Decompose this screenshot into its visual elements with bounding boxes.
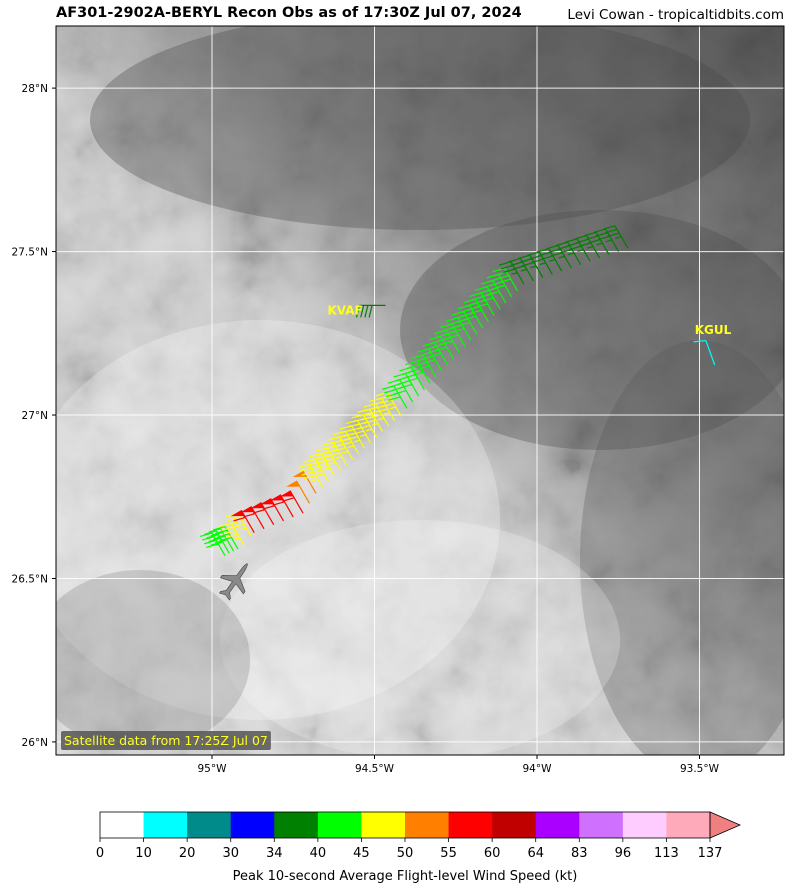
lon-tick-label: 93.5°W xyxy=(680,763,720,775)
wind-barb xyxy=(219,522,246,547)
colorbar-tick-label: 64 xyxy=(527,846,544,861)
colorbar-segment xyxy=(535,812,580,838)
wind-speed-colorbar: 0 10 20 30 34 40 45 50 55 60 64 83 96 113 137 xyxy=(96,811,742,861)
colorbar-tick-label: 83 xyxy=(571,846,588,861)
colorbar-segment xyxy=(622,812,667,838)
colorbar-tick-label: 55 xyxy=(440,846,457,861)
colorbar-segment xyxy=(187,812,232,838)
station-kgul[interactable]: KGUL xyxy=(693,323,732,366)
satellite-timestamp-label: Satellite data from 17:25Z Jul 07 xyxy=(64,733,268,748)
wind-barb xyxy=(286,480,311,504)
colorbar-tick-label: 20 xyxy=(179,846,196,861)
colorbar-segment xyxy=(666,812,711,838)
lat-tick-label: 28°N xyxy=(22,83,48,95)
colorbar-segment xyxy=(274,812,319,838)
aircraft-icon xyxy=(219,563,248,601)
colorbar-tick-label: 0 xyxy=(96,846,104,861)
wind-barb xyxy=(199,532,226,556)
wind-barb xyxy=(208,528,235,552)
colorbar-tick-label: 113 xyxy=(654,846,679,861)
colorbar-tick-label: 50 xyxy=(397,846,414,861)
colorbar-title: Peak 10-second Average Flight-level Wind… xyxy=(233,869,578,884)
colorbar-segment xyxy=(317,812,362,838)
colorbar-segment xyxy=(492,812,537,838)
station-wind-barb xyxy=(355,304,386,318)
station-kvaf[interactable]: KVAF xyxy=(328,303,386,318)
lon-tick-label: 94.5°W xyxy=(355,763,395,775)
colorbar-segment xyxy=(405,812,450,838)
colorbar-tick-label: 10 xyxy=(135,846,152,861)
author-credit: Levi Cowan - tropicaltidbits.com xyxy=(567,7,784,23)
lat-tick-label: 26°N xyxy=(22,737,48,749)
wind-barb xyxy=(212,525,239,550)
station-label: KGUL xyxy=(695,323,732,337)
colorbar-extend-arrow xyxy=(709,811,742,839)
wind-barb xyxy=(279,490,304,514)
plot-frame xyxy=(55,25,785,756)
colorbar-segment xyxy=(230,812,275,838)
colorbar-tick-label: 96 xyxy=(615,846,632,861)
colorbar-tick-label: 40 xyxy=(310,846,327,861)
colorbar-segment xyxy=(143,812,188,838)
station-wind-barb xyxy=(693,339,716,366)
lat-tick-label: 26.5°N xyxy=(12,573,48,585)
wind-barb xyxy=(240,505,265,530)
lat-tick-label: 27°N xyxy=(22,410,48,422)
wind-barb xyxy=(527,251,553,275)
wind-barb xyxy=(260,498,285,522)
colorbar-segment xyxy=(579,812,624,838)
colorbar-tick-label: 34 xyxy=(266,846,283,861)
wind-barb xyxy=(250,502,275,526)
colorbar-segment xyxy=(100,812,145,838)
lon-tick-label: 94°W xyxy=(523,763,553,775)
colorbar-segment xyxy=(361,812,406,838)
wind-barb xyxy=(204,530,230,554)
wind-barb xyxy=(602,225,629,249)
colorbar-tick-label: 137 xyxy=(698,846,723,861)
colorbar-tick-label: 45 xyxy=(353,846,370,861)
satellite-imagery: KVAF KGUL xyxy=(56,26,784,755)
station-label: KVAF xyxy=(328,303,363,317)
chart-title: AF301-2902A-BERYL Recon Obs as of 17:30Z… xyxy=(56,5,522,21)
lat-tick-label: 27.5°N xyxy=(12,247,48,259)
colorbar-tick-label: 60 xyxy=(484,846,501,861)
satellite-timestamp: Satellite data from 17:25Z Jul 07 xyxy=(61,731,271,750)
wind-barb xyxy=(230,509,255,534)
colorbar-segment xyxy=(448,812,493,838)
wind-barb xyxy=(269,494,294,518)
colorbar-tick-label: 30 xyxy=(222,846,239,861)
lon-tick-label: 95°W xyxy=(198,763,228,775)
